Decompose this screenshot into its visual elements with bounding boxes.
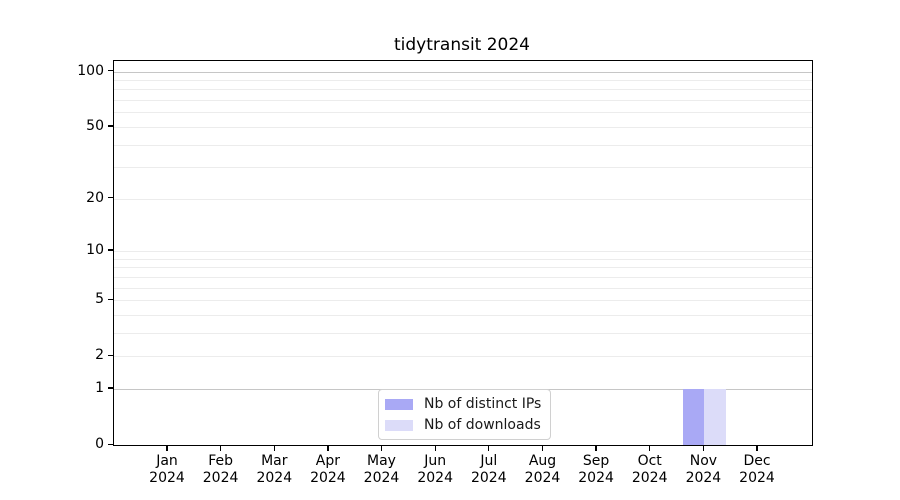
legend-swatch-icon: [385, 419, 413, 431]
gridline-minor: [114, 89, 812, 91]
bar-nb-of-distinct-ips: [682, 388, 705, 445]
y-tick-mark: [108, 298, 113, 300]
x-tick-mark: [488, 445, 490, 451]
x-tick-mark: [273, 445, 275, 451]
y-tick-mark: [108, 125, 113, 127]
bar-nb-of-downloads: [704, 388, 726, 445]
gridline-minor: [114, 126, 812, 128]
x-tick-mark: [541, 445, 544, 451]
y-tick-label: 0: [95, 436, 104, 452]
x-tick-label: Oct 2024: [631, 453, 668, 486]
x-tick-label: Apr 2024: [310, 453, 346, 486]
legend-label: Nb of downloads: [424, 417, 541, 433]
gridline-minor: [114, 276, 812, 278]
x-tick-label: Feb 2024: [202, 453, 239, 486]
y-tick-mark: [108, 387, 113, 389]
x-tick-label: May 2024: [363, 453, 400, 486]
y-tick-mark: [108, 354, 113, 356]
x-tick-mark: [649, 445, 651, 451]
gridline-minor: [114, 267, 812, 269]
gridline-major: [114, 71, 812, 73]
y-tick-mark: [108, 443, 113, 445]
gridline-minor: [114, 167, 812, 169]
y-tick-label: 50: [86, 117, 104, 134]
gridline-minor: [114, 250, 812, 252]
gridline-minor: [114, 144, 812, 146]
gridline-minor: [114, 314, 812, 316]
x-tick-label: Sep 2024: [578, 453, 614, 486]
x-tick-label: Aug 2024: [524, 453, 561, 486]
legend-item: Nb of distinct IPs: [385, 396, 541, 412]
legend-swatch-icon: [385, 398, 413, 410]
x-tick-label: Mar 2024: [256, 453, 293, 486]
legend-label: Nb of distinct IPs: [424, 396, 542, 412]
x-tick-label: Nov 2024: [685, 453, 722, 486]
y-tick-label: 20: [86, 189, 104, 206]
legend-item: Nb of downloads: [385, 417, 541, 433]
gridline-minor: [114, 79, 812, 81]
gridline-minor: [114, 198, 812, 200]
y-tick-label: 5: [95, 291, 104, 307]
x-tick-label: Jan 2024: [149, 453, 185, 486]
x-tick-mark: [327, 445, 329, 451]
legend: Nb of distinct IPs Nb of downloads: [378, 389, 552, 440]
x-tick-label: Jul 2024: [470, 453, 507, 486]
x-tick-mark: [434, 445, 436, 451]
x-tick-label: Jun 2024: [417, 453, 453, 486]
y-tick-label: 100: [77, 62, 104, 79]
x-tick-mark: [380, 445, 383, 451]
gridline-minor: [114, 332, 812, 334]
plot-area: [113, 60, 813, 446]
y-tick-label: 1: [95, 379, 104, 396]
gridline-minor: [114, 112, 812, 114]
y-tick-mark: [108, 249, 113, 251]
gridline-minor: [114, 287, 812, 289]
y-tick-mark: [108, 70, 113, 72]
gridline-minor: [114, 258, 812, 260]
x-tick-mark: [166, 445, 168, 451]
x-tick-mark: [220, 445, 222, 451]
y-tick-label: 10: [86, 241, 104, 258]
gridline-minor: [114, 356, 812, 358]
gridline-minor: [114, 100, 812, 101]
gridline-minor: [114, 300, 812, 301]
x-tick-mark: [595, 445, 597, 451]
x-tick-mark: [702, 445, 704, 451]
chart-title: tidytransit 2024: [394, 35, 530, 55]
x-tick-label: Dec 2024: [739, 453, 775, 486]
y-tick-mark: [108, 197, 113, 199]
x-tick-mark: [756, 445, 758, 451]
y-tick-label: 2: [95, 347, 104, 364]
